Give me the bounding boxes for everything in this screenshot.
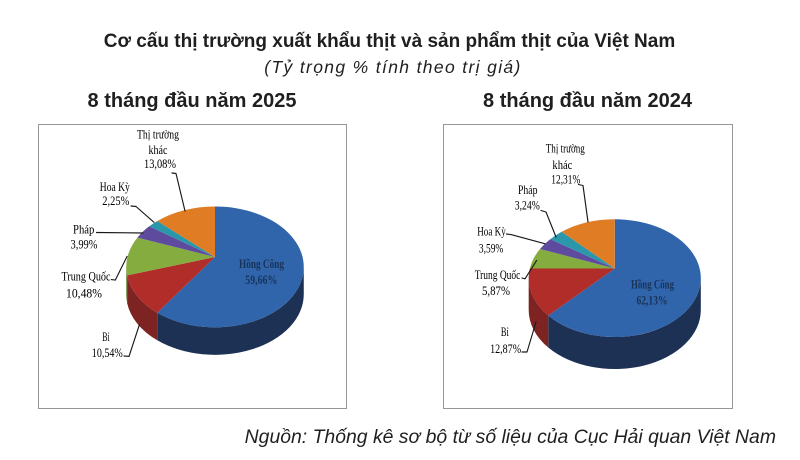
svg-text:5,87%: 5,87%	[482, 283, 510, 298]
svg-text:12,31%: 12,31%	[551, 172, 580, 187]
svg-text:12,87%: 12,87%	[490, 341, 521, 356]
svg-text:Trung Quốc: Trung Quốc	[62, 269, 111, 284]
svg-text:khác: khác	[149, 142, 168, 157]
svg-text:khác: khác	[552, 157, 572, 172]
svg-text:62,13%: 62,13%	[637, 292, 668, 307]
svg-text:Pháp: Pháp	[518, 182, 538, 197]
svg-text:Thị trường: Thị trường	[546, 140, 585, 155]
svg-text:Bỉ: Bỉ	[102, 329, 110, 344]
svg-text:Hoa Kỳ: Hoa Kỳ	[477, 224, 506, 239]
svg-text:Thị trường: Thị trường	[137, 127, 179, 142]
svg-text:3,99%: 3,99%	[71, 237, 98, 252]
svg-text:Trung Quốc: Trung Quốc	[475, 267, 521, 282]
svg-text:2,25%: 2,25%	[102, 193, 129, 208]
svg-text:13,08%: 13,08%	[144, 156, 176, 171]
svg-text:10,48%: 10,48%	[66, 286, 102, 301]
svg-text:59,66%: 59,66%	[245, 272, 277, 287]
svg-text:3,24%: 3,24%	[515, 197, 540, 212]
svg-text:Hồng Công: Hồng Công	[631, 277, 674, 292]
svg-text:Pháp: Pháp	[73, 222, 94, 237]
svg-text:Hồng Công: Hồng Công	[239, 256, 284, 271]
svg-text:Bỉ: Bỉ	[501, 324, 509, 339]
svg-text:10,54%: 10,54%	[92, 345, 123, 360]
svg-text:Hoa Kỳ: Hoa Kỳ	[100, 179, 130, 194]
svg-text:3,59%: 3,59%	[479, 241, 504, 256]
